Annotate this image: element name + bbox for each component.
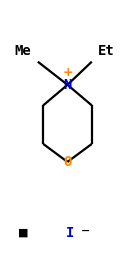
- Text: Et: Et: [98, 44, 115, 58]
- Text: +: +: [62, 67, 73, 79]
- Text: O: O: [63, 155, 72, 169]
- Text: N: N: [63, 78, 72, 92]
- Text: −: −: [80, 226, 90, 236]
- Text: ■: ■: [18, 228, 28, 237]
- Text: Me: Me: [15, 44, 31, 58]
- Text: I: I: [66, 226, 74, 240]
